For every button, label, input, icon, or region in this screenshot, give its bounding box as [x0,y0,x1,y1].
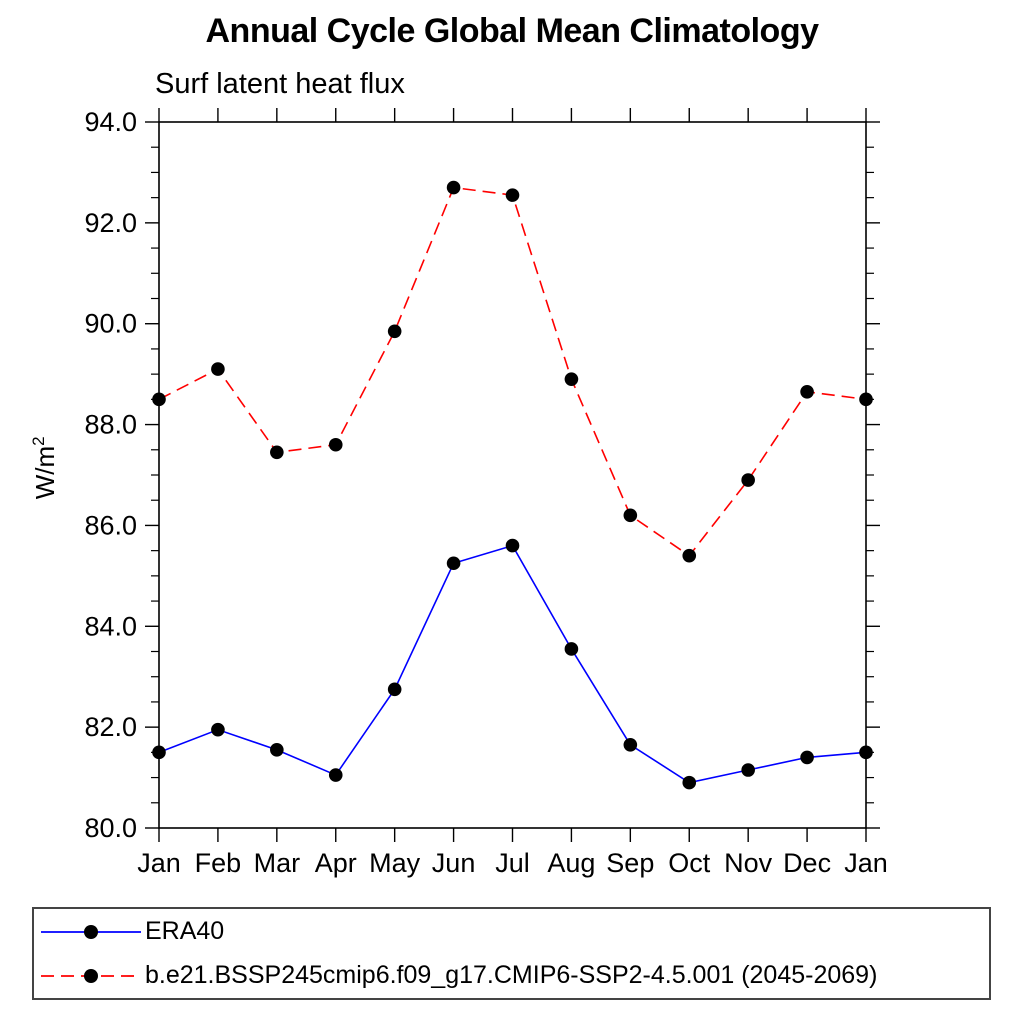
y-tick-label: 92.0 [84,208,137,238]
data-point-marker [564,372,579,386]
data-point-marker [270,743,284,757]
data-point-marker [446,180,461,195]
x-tick-label: Oct [668,848,711,878]
series-0-line [152,538,873,790]
x-tick-label: Jan [844,848,888,878]
data-point-marker [741,763,755,777]
data-point-marker [152,745,166,760]
legend-label-cmip6-ssp2: b.e21.BSSP245cmip6.f09_g17.CMIP6-SSP2-4.… [145,961,878,989]
y-axis-tick-labels: 80.0 82.0 84.0 86.0 88.0 90.0 92.0 94.0 [84,107,137,843]
x-tick-label: Mar [254,848,301,878]
y-tick-label: 90.0 [84,309,137,339]
chart-title: Annual Cycle Global Mean Climatology [205,12,820,50]
data-point-marker [328,768,343,782]
data-point-marker [682,775,697,790]
x-tick-label: Nov [724,848,773,878]
data-point-marker [152,392,166,407]
data-point-marker [505,538,520,553]
legend-line-sample-1 [41,968,141,983]
legend-marker-icon [84,968,98,983]
legend-entry-era40: ERA40 [39,912,989,952]
x-tick-label: Dec [783,848,831,878]
data-point-marker [328,437,343,452]
x-tick-label: Sep [606,848,654,878]
x-tick-label: Jul [495,848,530,878]
x-tick-label: Jun [432,848,476,878]
y-tick-label: 80.0 [84,813,137,843]
data-point-marker [211,362,225,376]
legend-entry-cmip6-ssp2: b.e21.BSSP245cmip6.f09_g17.CMIP6-SSP2-4.… [39,956,989,996]
data-point-marker [859,745,873,760]
x-tick-label: May [369,848,421,878]
data-point-marker [505,188,520,202]
x-axis-ticks [158,108,867,842]
data-point-marker [270,445,284,460]
y-tick-label: 84.0 [84,611,137,641]
data-point-marker [800,750,814,765]
x-tick-label: Feb [195,848,242,878]
plot-frame [158,121,867,829]
y-tick-label: 94.0 [84,107,137,137]
y-axis-ticks [145,121,880,829]
x-tick-label: Aug [547,848,595,878]
x-tick-label: Apr [315,848,357,878]
data-point-marker [623,737,638,752]
data-point-marker [800,384,814,399]
legend: ERA40 b.e21.BSSP245cmip6.f09_g17.CMIP6-S… [32,907,991,1000]
data-series [152,180,873,790]
chart-subtitle: Surf latent heat flux [155,68,405,100]
x-tick-label: Jan [137,848,181,878]
data-point-marker [859,392,873,407]
data-point-marker [387,682,402,697]
data-point-marker [741,473,755,487]
data-point-marker [446,556,461,571]
series-1-line [152,180,873,563]
y-tick-label: 82.0 [84,712,137,742]
legend-marker-icon [84,924,98,939]
data-point-marker [623,508,638,523]
y-tick-label: 86.0 [84,510,137,540]
data-point-marker [387,324,402,339]
legend-line-sample-0 [41,924,141,939]
y-tick-label: 88.0 [84,410,137,440]
data-point-marker [682,548,697,563]
data-point-marker [564,642,579,656]
x-axis-tick-labels: Jan Feb Mar Apr May Jun Jul Aug Sep Oct Nov Dec Jan [137,848,888,878]
legend-label-era40: ERA40 [145,917,225,945]
data-point-marker [211,722,225,737]
